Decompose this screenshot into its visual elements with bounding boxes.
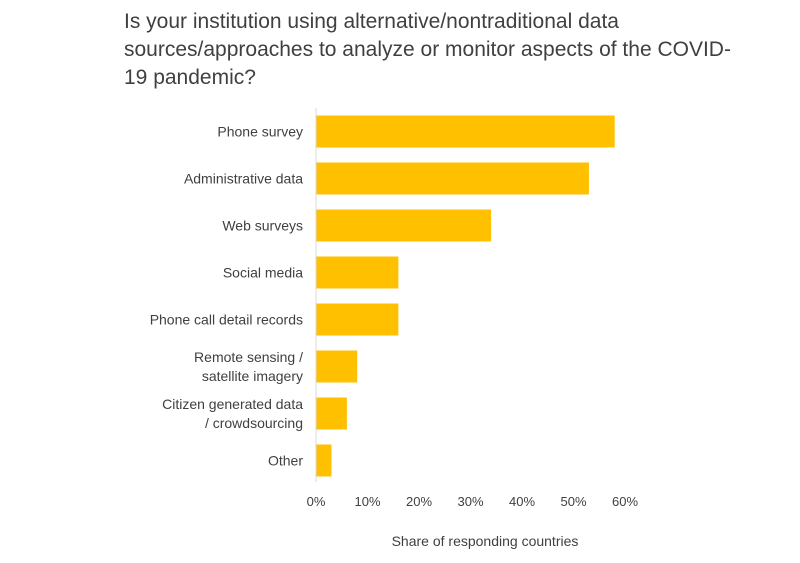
x-tick-label: 60% — [612, 494, 638, 509]
bar — [316, 444, 332, 477]
bar — [316, 350, 358, 383]
category-label: Web surveys — [222, 218, 303, 234]
x-tick-label: 0% — [307, 494, 326, 509]
x-tick-label: 20% — [406, 494, 432, 509]
x-tick-label: 10% — [354, 494, 380, 509]
category-label: Administrative data — [184, 171, 303, 187]
bars — [316, 115, 615, 477]
category-labels: Phone survey Administrative data Web surve… — [150, 124, 304, 469]
x-tick-label: 40% — [509, 494, 535, 509]
category-label: Phone call detail records — [150, 312, 303, 328]
category-label: Remote sensing / satellite imagery — [194, 349, 303, 384]
category-label: Phone survey — [217, 124, 303, 140]
bar — [316, 256, 399, 289]
bar — [316, 209, 492, 242]
x-tick-label: 30% — [457, 494, 483, 509]
chart-title: Is your institution using alternative/no… — [124, 10, 731, 89]
x-tick-label: 50% — [560, 494, 586, 509]
category-label: Other — [268, 453, 303, 469]
bar — [316, 162, 589, 195]
x-tick-labels: 0% 10% 20% 30% 40% 50% 60% — [307, 494, 639, 509]
bar — [316, 115, 615, 148]
bar — [316, 397, 347, 430]
bar — [316, 303, 399, 336]
category-label: Social media — [223, 265, 303, 281]
category-label: Citizen generated data / crowdsourcing — [162, 396, 303, 431]
x-axis-title: Share of responding countries — [392, 533, 579, 549]
